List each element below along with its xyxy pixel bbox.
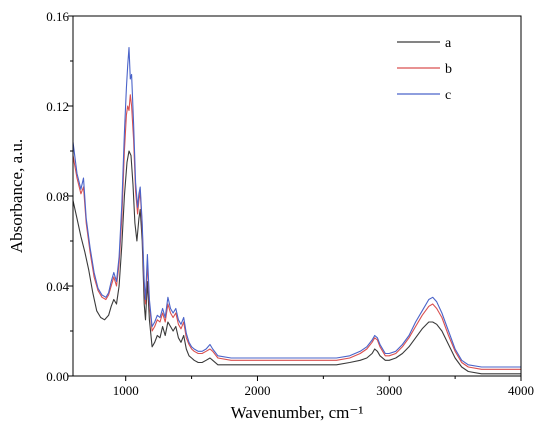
y-tick-label-2: 0.08	[46, 189, 69, 204]
legend-label-a: a	[445, 36, 452, 51]
x-tick-label-3000: 3000	[376, 383, 402, 398]
y-tick-label-0: 0.00	[46, 369, 69, 384]
x-tick-label-1000: 1000	[113, 383, 139, 398]
x-tick-label-2000: 2000	[244, 383, 270, 398]
y-tick-label-3: 0.12	[46, 99, 69, 114]
series-line-c	[72, 46, 521, 368]
y-tick-label-1: 0.04	[46, 279, 69, 294]
y-axis-title: Absorbance, a.u.	[7, 139, 26, 253]
series-line-b	[72, 94, 521, 370]
series-line-a	[72, 150, 521, 375]
y-tick-label-4: 0.16	[46, 9, 69, 24]
legend-label-b: b	[445, 62, 452, 77]
legend-label-c: c	[445, 88, 451, 103]
x-axis-title: Wavenumber, cm⁻¹	[231, 403, 364, 422]
series-layer	[72, 46, 521, 375]
legend: abc	[397, 36, 452, 103]
x-tick-label-4000: 4000	[508, 383, 534, 398]
axis-layer: 1000 2000 3000 4000 0.00 0.04 0.08 0.12 0.16	[46, 9, 534, 398]
